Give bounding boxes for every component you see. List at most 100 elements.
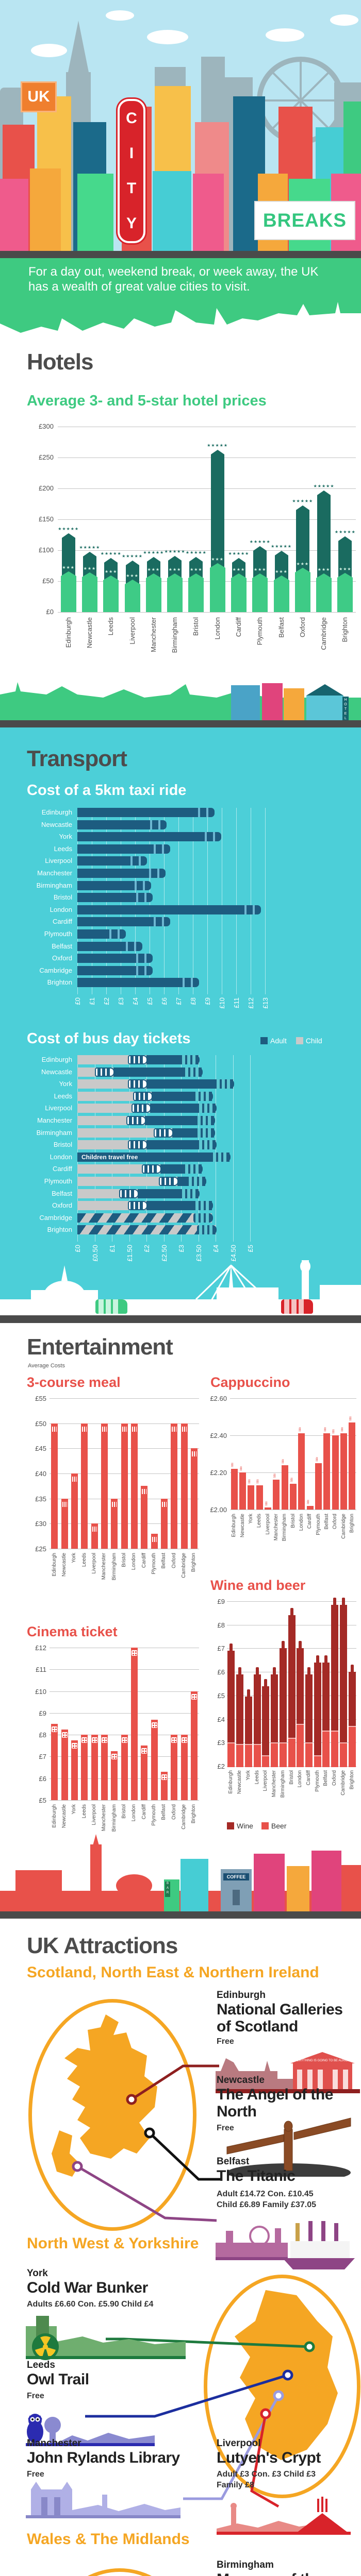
beer-bar [288,1738,296,1767]
adult-bus-icon [195,1128,215,1138]
road-divider [0,1315,361,1323]
hotel-price-chart: £0 £50 £100 £150 £200 £250 £300 ★★★★★ ★★★ Edinbur… [26,422,356,679]
ent-city-label: Belfast [161,1804,167,1820]
ent-city-label: London [298,1514,304,1531]
wine-bar [288,1615,296,1766]
hotel-bar-3star [103,580,119,612]
steam-icon: ≈≈ [245,1479,252,1483]
three-star-rating: ★★★ [62,565,75,570]
adult-bus-icon [179,1055,200,1064]
ent-gridline [230,1435,356,1436]
road-divider [0,720,361,727]
attraction-city: Edinburgh [217,1990,266,2001]
three-star-rating: ★★★ [317,567,331,572]
wine-city-label: Bristol [288,1770,294,1785]
child-bus-icon [95,1067,115,1077]
ent-city-label: Brighton [191,1553,197,1572]
film-icon [81,1737,88,1743]
wine-city-label: Oxford [332,1770,338,1786]
ent-city-label: Newcastle [61,1804,67,1828]
hotel-roof-3star [145,573,161,578]
hotel-bar-3star [252,578,268,612]
ent-gridline [230,1398,356,1399]
wine-bar [227,1651,235,1766]
london-children-free-note: Children travel free [81,1153,138,1161]
taxi-xtick: £12 [247,997,255,1009]
hotel-roof-5star [189,556,203,562]
child-bus-icon [119,1189,139,1198]
adult-bus-icon [197,1225,217,1235]
bus-xtick: £3 [177,1245,185,1252]
ent-ytick: £30 [35,1520,46,1528]
child-bus-icon [133,1091,153,1101]
ent-city-label: Manchester [101,1804,107,1832]
ent-ytick: £50 [35,1419,46,1428]
attraction-city: Manchester [27,2438,81,2449]
attraction-price: Free [27,2470,44,2479]
building [180,1859,208,1911]
taxi-gridline [164,808,165,994]
fork-icon [152,1536,157,1542]
attraction-price: Free [217,2037,234,2046]
hotel-roof-5star [338,536,352,541]
steam-icon: ≈≈ [254,1479,260,1483]
road-divider [0,1911,361,1919]
wine-chart-title: Wine and beer [210,1578,306,1593]
adult-bus-icon [195,1116,215,1125]
bus-city-label: York [59,1080,72,1088]
building [77,174,113,251]
bus-bar-adult [77,1152,229,1162]
building [0,179,28,251]
child-legend-swatch [296,1037,303,1044]
fork-icon [72,1477,77,1482]
hotel-roof-5star [296,505,309,510]
taxi-car-icon [132,893,153,903]
wine-bar [314,1662,321,1766]
intro-text: For a day out, weekend break, or week aw… [28,265,319,294]
ent-city-label: Manchester [101,1553,107,1580]
hotel-roof-5star [253,546,267,551]
taxi-xtick: £2 [103,997,110,1005]
three-star-rating: ★★★ [126,573,139,578]
ent-bar [111,1751,118,1800]
john-rylands-art [26,2482,180,2518]
five-star-rating: ★★★★★ [143,550,165,555]
attractions-title: UK Attractions [27,1933,178,1958]
ent-city-label: Leeds [256,1514,262,1528]
wine-bottle-neck [238,1667,242,1675]
ent-bar [349,1422,356,1510]
cinema-chart-title: Cinema ticket [27,1624,118,1639]
child-bus-icon [128,1055,147,1064]
ent-city-label: Liverpool [91,1804,97,1825]
five-star-rating: ★★★★★ [228,551,250,556]
five-star-rating: ★★★★★ [164,549,186,554]
adult-bus-icon [214,1079,234,1089]
taxi-city-label: Liverpool [45,857,72,865]
wine-city-label: Manchester [271,1770,277,1798]
hotel-roof-3star [188,573,204,578]
film-icon [181,1737,187,1743]
bus-legend: Adult Child [260,1037,322,1045]
meal-chart-title: 3-course meal [27,1375,121,1390]
red-bus-icon [281,1299,313,1314]
ent-bar [151,1719,158,1800]
bus-bar-child [77,1164,160,1174]
hotel-bar-3star [81,577,97,612]
ent-bar [141,1745,148,1800]
hotel-roof-5star [210,450,224,454]
taxi-bar [77,954,150,963]
steam-icon: ≈≈ [330,1429,336,1433]
taxi-car-icon [145,820,167,829]
ent-city-label: Belfast [161,1553,167,1569]
film-icon [101,1737,107,1743]
ent-city-label: Belfast [323,1514,330,1530]
taxi-gridline [207,808,208,994]
taxi-xtick: £10 [218,997,226,1009]
hotel-city-label: Plymouth [256,617,264,646]
beer-bar [253,1743,261,1767]
five-star-rating: ★★★★★ [249,539,271,545]
ent-ytick: £12 [35,1644,46,1652]
hotel-ytick: £0 [46,608,54,616]
wine-ytick: £5 [217,1691,225,1700]
